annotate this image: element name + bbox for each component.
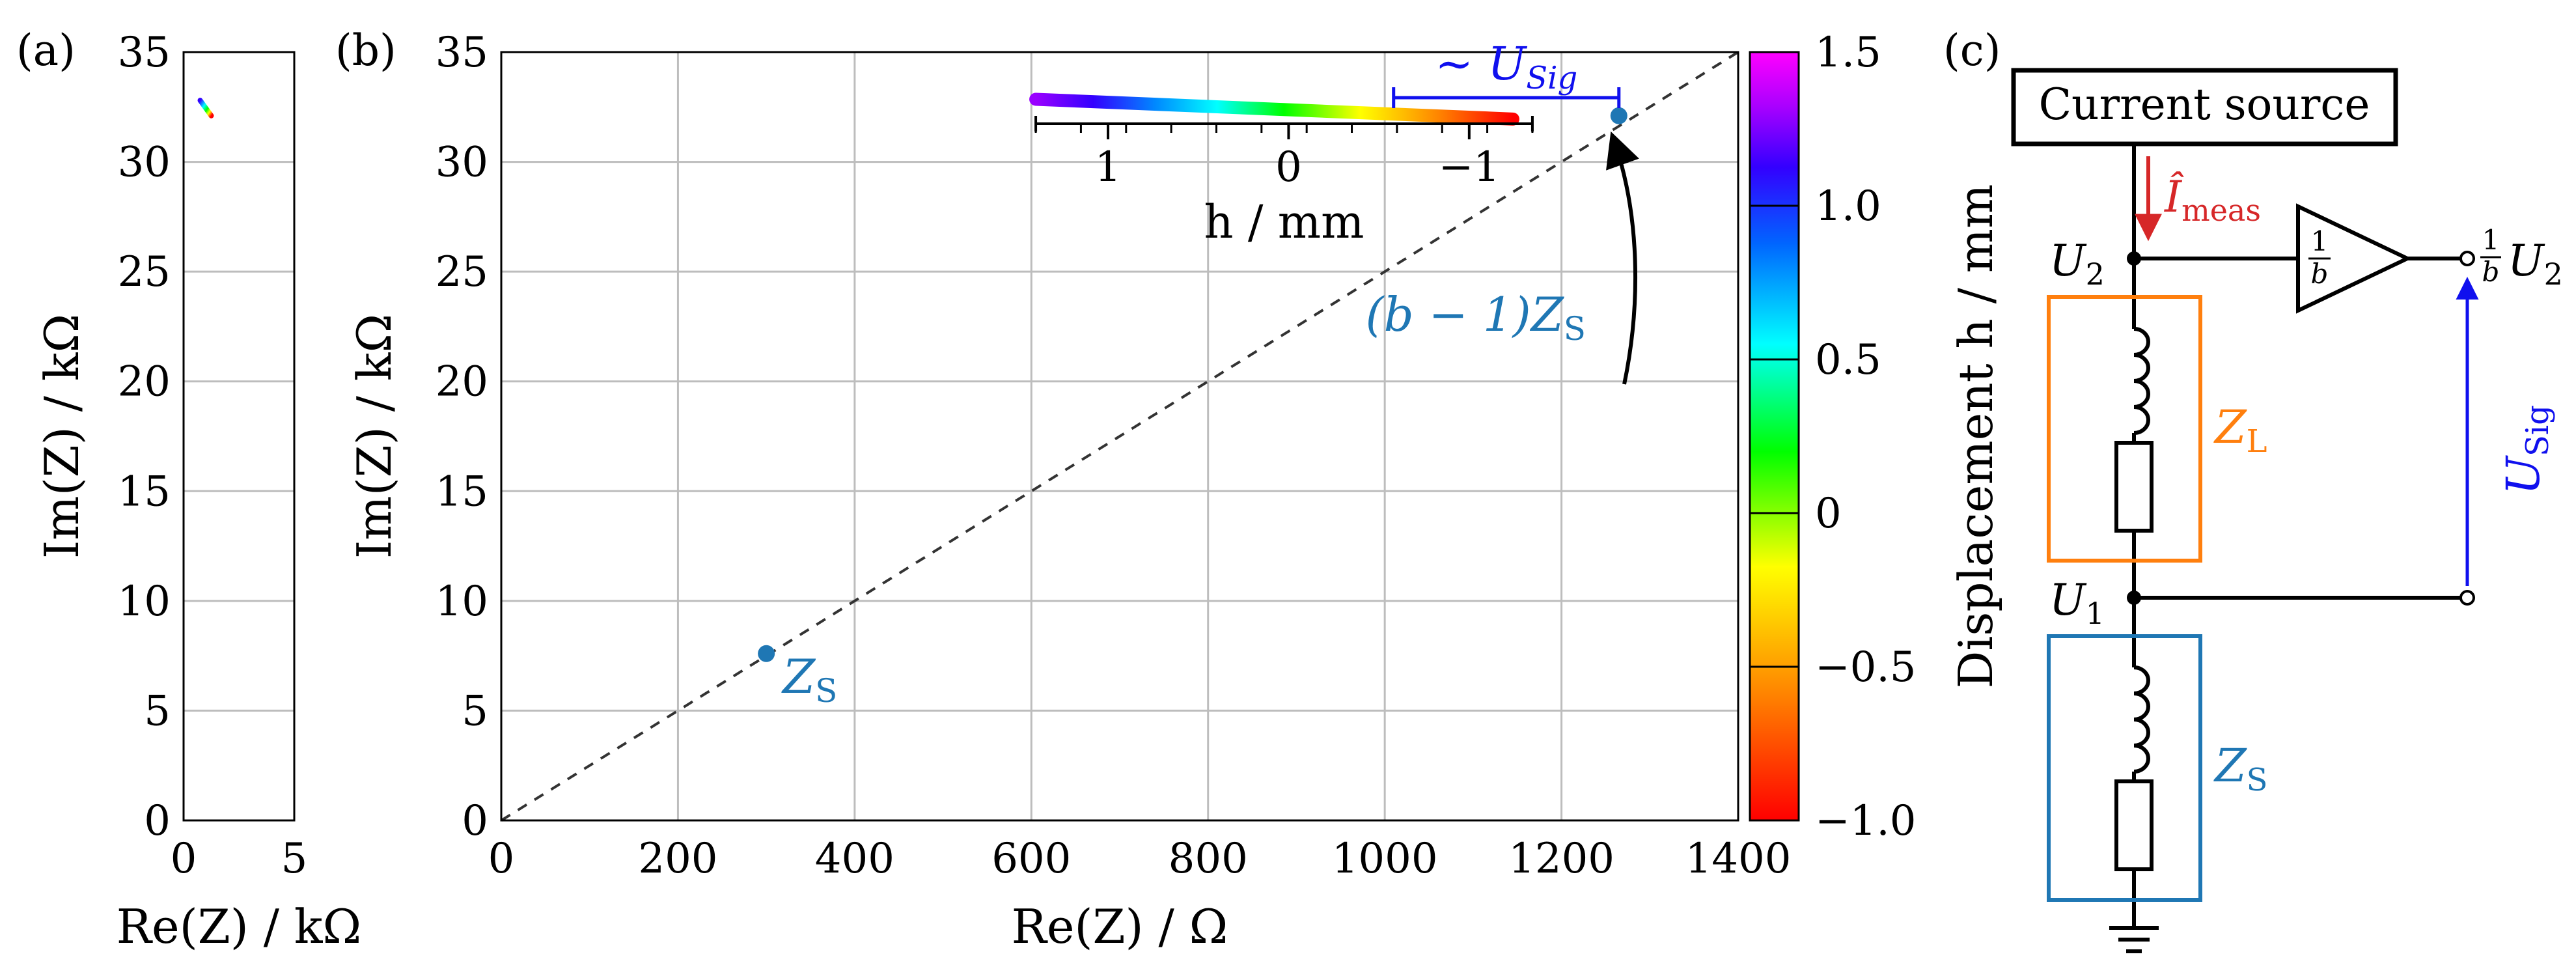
circuit-diagram: Current source Îmeas U2 1 b 1 b U2 ZL — [2011, 68, 2563, 953]
current-source-label: Current source — [2039, 79, 2370, 130]
colorbar-tick-label: −1.0 — [1815, 797, 1916, 845]
colorbar: −1.0 −0.5 0 0.5 1.0 1.5 Displacement h / mm — [1749, 29, 2003, 845]
chart-b-usig-bracket: ∼ USig — [1392, 37, 1621, 108]
chart-a-ytick-label: 15 — [118, 468, 171, 516]
chart-b-xtick-label: 800 — [1169, 835, 1248, 883]
colorbar-ticks: −1.0 −0.5 0 0.5 1.0 1.5 — [1750, 29, 1916, 845]
chart-b-xtick-label: 400 — [815, 835, 894, 883]
amp-gain-num: 1 — [2311, 225, 2329, 257]
chart-b-ytick-label: 15 — [436, 468, 488, 516]
chart-b-xtick-label: 1400 — [1685, 835, 1792, 883]
chart-a-ytick-label: 20 — [118, 358, 171, 406]
zs-label: ZS — [2213, 739, 2268, 798]
chart-b-ytick-label: 35 — [436, 29, 488, 77]
chart-b-ytick-label: 20 — [436, 358, 488, 406]
panel-b-label: (b) — [335, 25, 396, 76]
inset-tick-label: 1 — [1095, 143, 1122, 191]
chart-b-ytick-label: 30 — [436, 139, 488, 187]
amp-gain-den: b — [2311, 258, 2329, 290]
chart-b-frame — [500, 51, 1739, 822]
chart-b-xtick-label: 600 — [991, 835, 1071, 883]
chart-b-reference-line — [500, 51, 1739, 822]
colorbar-tick-label: −0.5 — [1815, 643, 1916, 692]
point-label-main: (b − 1)Z — [1366, 287, 1565, 342]
zs-resistor-icon — [2114, 779, 2154, 871]
zs-inductor-icon — [2133, 665, 2150, 774]
zl-box — [2047, 295, 2202, 563]
ground-icon — [2109, 926, 2159, 953]
point-b-minus-1-zs — [1610, 107, 1627, 124]
point-label-sub: S — [815, 672, 837, 710]
colorbar-gradient — [1749, 51, 1800, 822]
chart-a-ytick-label: 25 — [118, 248, 171, 296]
terminal-u1 — [2459, 590, 2475, 606]
colorbar-label: Displacement h / mm — [1948, 184, 2003, 689]
chart-a-ytick-label: 10 — [118, 578, 171, 626]
zs-box — [2047, 634, 2202, 902]
chart-a-xlabel: Re(Z) / kΩ — [117, 899, 361, 954]
inset-axis-label: h / mm — [1204, 195, 1364, 249]
chart-b: 0 200 400 600 800 1000 1200 140005101520253035 … — [347, 29, 1791, 954]
chart-b-ylabel: Im(Z) / kΩ — [347, 314, 402, 559]
chart-b-trajectory — [1029, 92, 1519, 126]
inset-tick-label: 0 — [1275, 143, 1302, 191]
point-zs — [758, 645, 775, 662]
current-label: Îmeas — [2164, 172, 2261, 228]
usig-label: USig — [2497, 405, 2556, 495]
chart-b-ytick-label: 25 — [436, 248, 488, 296]
current-source-box — [2011, 68, 2398, 147]
chart-b-ytick-label: 0 — [462, 797, 488, 845]
chart-a: 0 5 10 15 20 25 30 35 0 5 Re(Z) / kΩ Im(Z) / kΩ — [35, 29, 361, 954]
inset-tick-label: −1 — [1439, 143, 1500, 191]
annotation-arrow — [1606, 131, 1639, 385]
zl-inductor-icon — [2133, 327, 2150, 435]
panel-a-label: (a) — [16, 25, 76, 76]
zl-label: ZL — [2213, 400, 2267, 460]
chart-a-ytick-label: 30 — [118, 139, 171, 187]
label-b-minus-1-zs: (b − 1)ZS — [1366, 287, 1586, 348]
chart-a-ticks: 0 5 10 15 20 25 30 35 0 5 — [118, 29, 308, 883]
chart-b-data: ZS(b − 1)ZS — [758, 92, 1627, 710]
chart-b-inset-axis: 1 0 −1 h / mm — [1034, 116, 1534, 249]
chart-a-ylabel: Im(Z) / kΩ — [35, 314, 89, 559]
bracket-label: ∼ USig — [1435, 37, 1577, 96]
colorbar-tick-label: 1.0 — [1815, 182, 1881, 231]
colorbar-tick-label: 0.5 — [1815, 336, 1881, 384]
chart-b-xtick-label: 0 — [488, 835, 515, 883]
point-label-sub: S — [1564, 310, 1586, 348]
colorbar-tick-label: 1.5 — [1815, 29, 1881, 77]
chart-a-frame — [182, 51, 296, 822]
chart-a-xtick-label: 0 — [171, 835, 197, 883]
output-num: 1 — [2482, 224, 2500, 256]
chart-b-xtick-label: 1200 — [1508, 835, 1614, 883]
output-label: U2 — [2508, 236, 2563, 292]
point-label-main: Z — [781, 649, 816, 704]
chart-a-ytick-label: 0 — [144, 797, 171, 845]
terminal-out — [2459, 251, 2475, 266]
amplifier-icon — [2296, 203, 2412, 314]
colorbar-tick-label: 0 — [1815, 490, 1842, 538]
chart-a-ytick-label: 35 — [118, 29, 171, 77]
chart-b-ytick-label: 10 — [436, 578, 488, 626]
chart-a-ytick-label: 5 — [144, 687, 171, 735]
chart-b-xlabel: Re(Z) / Ω — [1012, 899, 1228, 954]
u2-label: U2 — [2049, 236, 2105, 292]
chart-b-xtick-label: 1000 — [1332, 835, 1438, 883]
chart-a-xtick-label: 5 — [281, 835, 308, 883]
zl-resistor-icon — [2114, 441, 2154, 533]
u1-label: U1 — [2049, 575, 2105, 631]
chart-b-ytick-label: 5 — [462, 687, 488, 735]
chart-a-trajectory — [197, 98, 214, 119]
chart-b-xtick-label: 200 — [638, 835, 717, 883]
output-den: b — [2482, 256, 2500, 288]
chart-a-grid — [184, 51, 294, 822]
chart-a-series — [197, 98, 214, 119]
label-zs: ZS — [781, 649, 837, 710]
panel-c-label: (c) — [1943, 25, 2001, 76]
